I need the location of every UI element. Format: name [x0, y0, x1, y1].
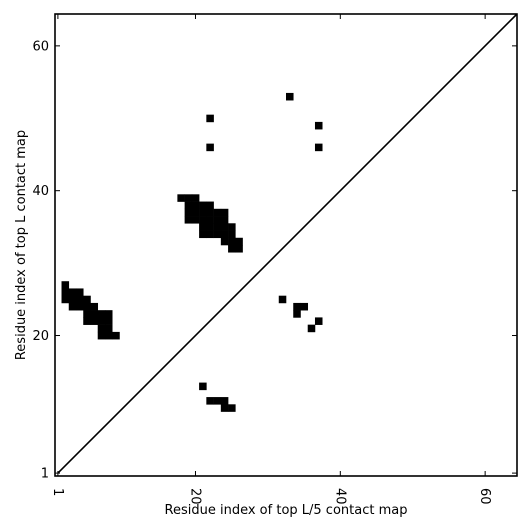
- contact-point: [286, 92, 294, 101]
- contact-point: [206, 216, 214, 224]
- contact-point: [104, 310, 113, 318]
- contact-point: [177, 194, 185, 202]
- x-tick-label: 40: [332, 488, 347, 505]
- y-tick-label: 40: [32, 184, 49, 199]
- contact-point: [68, 295, 77, 304]
- contact-point: [61, 295, 70, 304]
- contact-point: [206, 143, 214, 152]
- diagonal-line: [57, 13, 518, 474]
- contact-point: [61, 288, 70, 296]
- contact-point: [220, 237, 229, 246]
- contact-point: [184, 208, 193, 217]
- contact-point: [76, 288, 84, 296]
- contact-point: [83, 317, 91, 325]
- contact-point: [220, 397, 229, 405]
- contact-point: [68, 288, 77, 296]
- contact-point: [191, 208, 200, 217]
- contact-point: [228, 245, 236, 253]
- contact-point: [83, 302, 91, 311]
- contact-point: [191, 216, 200, 224]
- contact-point: [76, 295, 84, 304]
- contact-point: [104, 331, 113, 340]
- contact-point: [213, 397, 222, 405]
- contact-point: [206, 208, 214, 217]
- contact-marks: [61, 92, 323, 412]
- contact-point: [76, 302, 84, 311]
- contact-point: [220, 208, 229, 217]
- contact-point: [314, 121, 323, 130]
- contact-point: [213, 216, 222, 224]
- contact-point: [278, 295, 287, 304]
- contact-point: [184, 216, 193, 224]
- contact-point: [307, 324, 316, 333]
- axis-ticks: 1 20 40 60 1 20 40 60: [32, 14, 517, 505]
- contact-point: [199, 230, 207, 239]
- contact-point: [61, 281, 70, 289]
- contact-point: [206, 397, 214, 405]
- contact-point: [228, 230, 236, 239]
- contact-point: [199, 208, 207, 217]
- contact-point: [104, 317, 113, 325]
- contact-point: [293, 302, 301, 311]
- plot-frame: [54, 13, 518, 477]
- contact-point: [206, 114, 214, 123]
- contact-point: [97, 324, 106, 333]
- contact-point: [213, 208, 222, 217]
- x-tick-label: 60: [477, 488, 492, 505]
- contact-point: [199, 382, 207, 391]
- contact-point: [228, 404, 236, 412]
- contact-point: [213, 223, 222, 231]
- x-tick-label: 1: [50, 488, 65, 496]
- y-tick-label: 20: [32, 329, 49, 344]
- contact-point: [213, 230, 222, 239]
- contact-point: [68, 302, 77, 311]
- contact-point: [104, 324, 113, 333]
- contact-point: [228, 223, 236, 231]
- contact-point: [206, 230, 214, 239]
- contact-point: [206, 201, 214, 210]
- contact-point: [199, 201, 207, 210]
- contact-point: [90, 310, 99, 318]
- contact-point: [314, 317, 323, 325]
- contact-point: [199, 216, 207, 224]
- contact-point: [184, 201, 193, 210]
- contact-point: [220, 404, 229, 412]
- y-tick-label: 1: [41, 467, 49, 482]
- contact-point: [220, 223, 229, 231]
- contact-point: [112, 331, 120, 340]
- contact-point: [300, 302, 309, 311]
- contact-point: [97, 317, 106, 325]
- y-axis-label: Residue index of top L contact map: [14, 130, 29, 360]
- contact-point: [235, 237, 243, 246]
- contact-point: [83, 310, 91, 318]
- contact-point: [206, 223, 214, 231]
- contact-point: [90, 317, 99, 325]
- contact-point: [83, 295, 91, 304]
- contact-point: [199, 223, 207, 231]
- contact-point: [184, 194, 193, 202]
- contact-point: [293, 310, 301, 318]
- contact-point: [235, 245, 243, 253]
- contact-point: [191, 194, 200, 202]
- contact-point: [90, 302, 99, 311]
- x-tick-label: 20: [187, 488, 202, 505]
- contact-point: [97, 310, 106, 318]
- contact-point: [97, 331, 106, 340]
- contact-point: [220, 230, 229, 239]
- contact-point: [228, 237, 236, 246]
- contact-point: [220, 216, 229, 224]
- contact-point: [314, 143, 323, 152]
- y-tick-label: 60: [32, 39, 49, 54]
- x-axis-label: Residue index of top L/5 contact map: [165, 503, 408, 518]
- contact-point: [191, 201, 200, 210]
